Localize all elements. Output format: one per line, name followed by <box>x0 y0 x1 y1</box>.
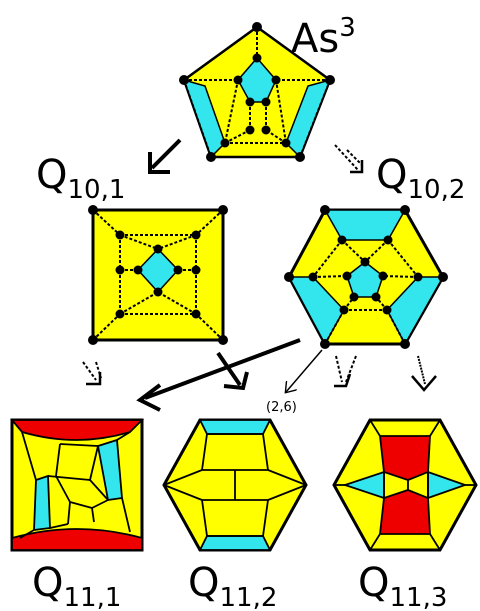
label-q10-2: Q10,2 <box>376 152 465 205</box>
q10-2-hexagon-graph <box>284 205 448 349</box>
q11-3-hexagon-tiling <box>332 418 478 552</box>
as3-pentagon-graph <box>179 22 335 162</box>
q11-2-edges <box>163 433 307 537</box>
as3-vertices <box>179 22 335 162</box>
q11-2-cyan-face-top <box>198 419 272 435</box>
q11-1-cyan-face-left <box>33 474 51 532</box>
as3-cyan-face-center <box>237 56 277 103</box>
q11-2-cyan-face-bottom <box>198 535 272 551</box>
q11-1-square-tiling <box>10 418 145 552</box>
as3-inner-edges <box>182 25 332 158</box>
arrow-q10-1-to-q11-2-bold <box>216 351 249 391</box>
q11-1-edges <box>19 431 131 539</box>
label-arrow-note: (2,6) <box>266 400 297 415</box>
arrow-as3-to-q10-1 <box>148 138 182 174</box>
label-as3: As3 <box>291 13 356 62</box>
label-q11-2: Q11,2 <box>188 560 277 611</box>
label-q10-1: Q10,1 <box>36 152 125 205</box>
arrow-q10-2-to-q11-3-dashed <box>334 355 357 388</box>
q10-1-inner-edges <box>92 209 224 341</box>
arrow-q10-2-to-q11-3-spiral <box>411 355 437 392</box>
q11-3-red-face-top <box>378 435 431 481</box>
arrow-q10-2-to-q11-2-thin <box>286 349 323 392</box>
q11-1-red-face-bottom <box>11 528 143 551</box>
arrow-as3-to-q10-2 <box>334 144 364 174</box>
q10-2-vertices <box>284 205 448 349</box>
arrow-q10-1-to-q11-1-dashed <box>82 361 102 386</box>
q10-1-vertices <box>88 205 228 345</box>
arrow-q10-2-to-q11-1-bold <box>136 338 301 412</box>
q10-1-square-graph <box>88 205 228 345</box>
label-q11-1: Q11,1 <box>32 560 121 611</box>
q11-3-red-face-bottom <box>378 489 431 535</box>
q11-3-edges <box>334 419 476 551</box>
q11-2-hexagon-tiling <box>162 418 308 552</box>
label-q11-3: Q11,3 <box>358 560 447 611</box>
